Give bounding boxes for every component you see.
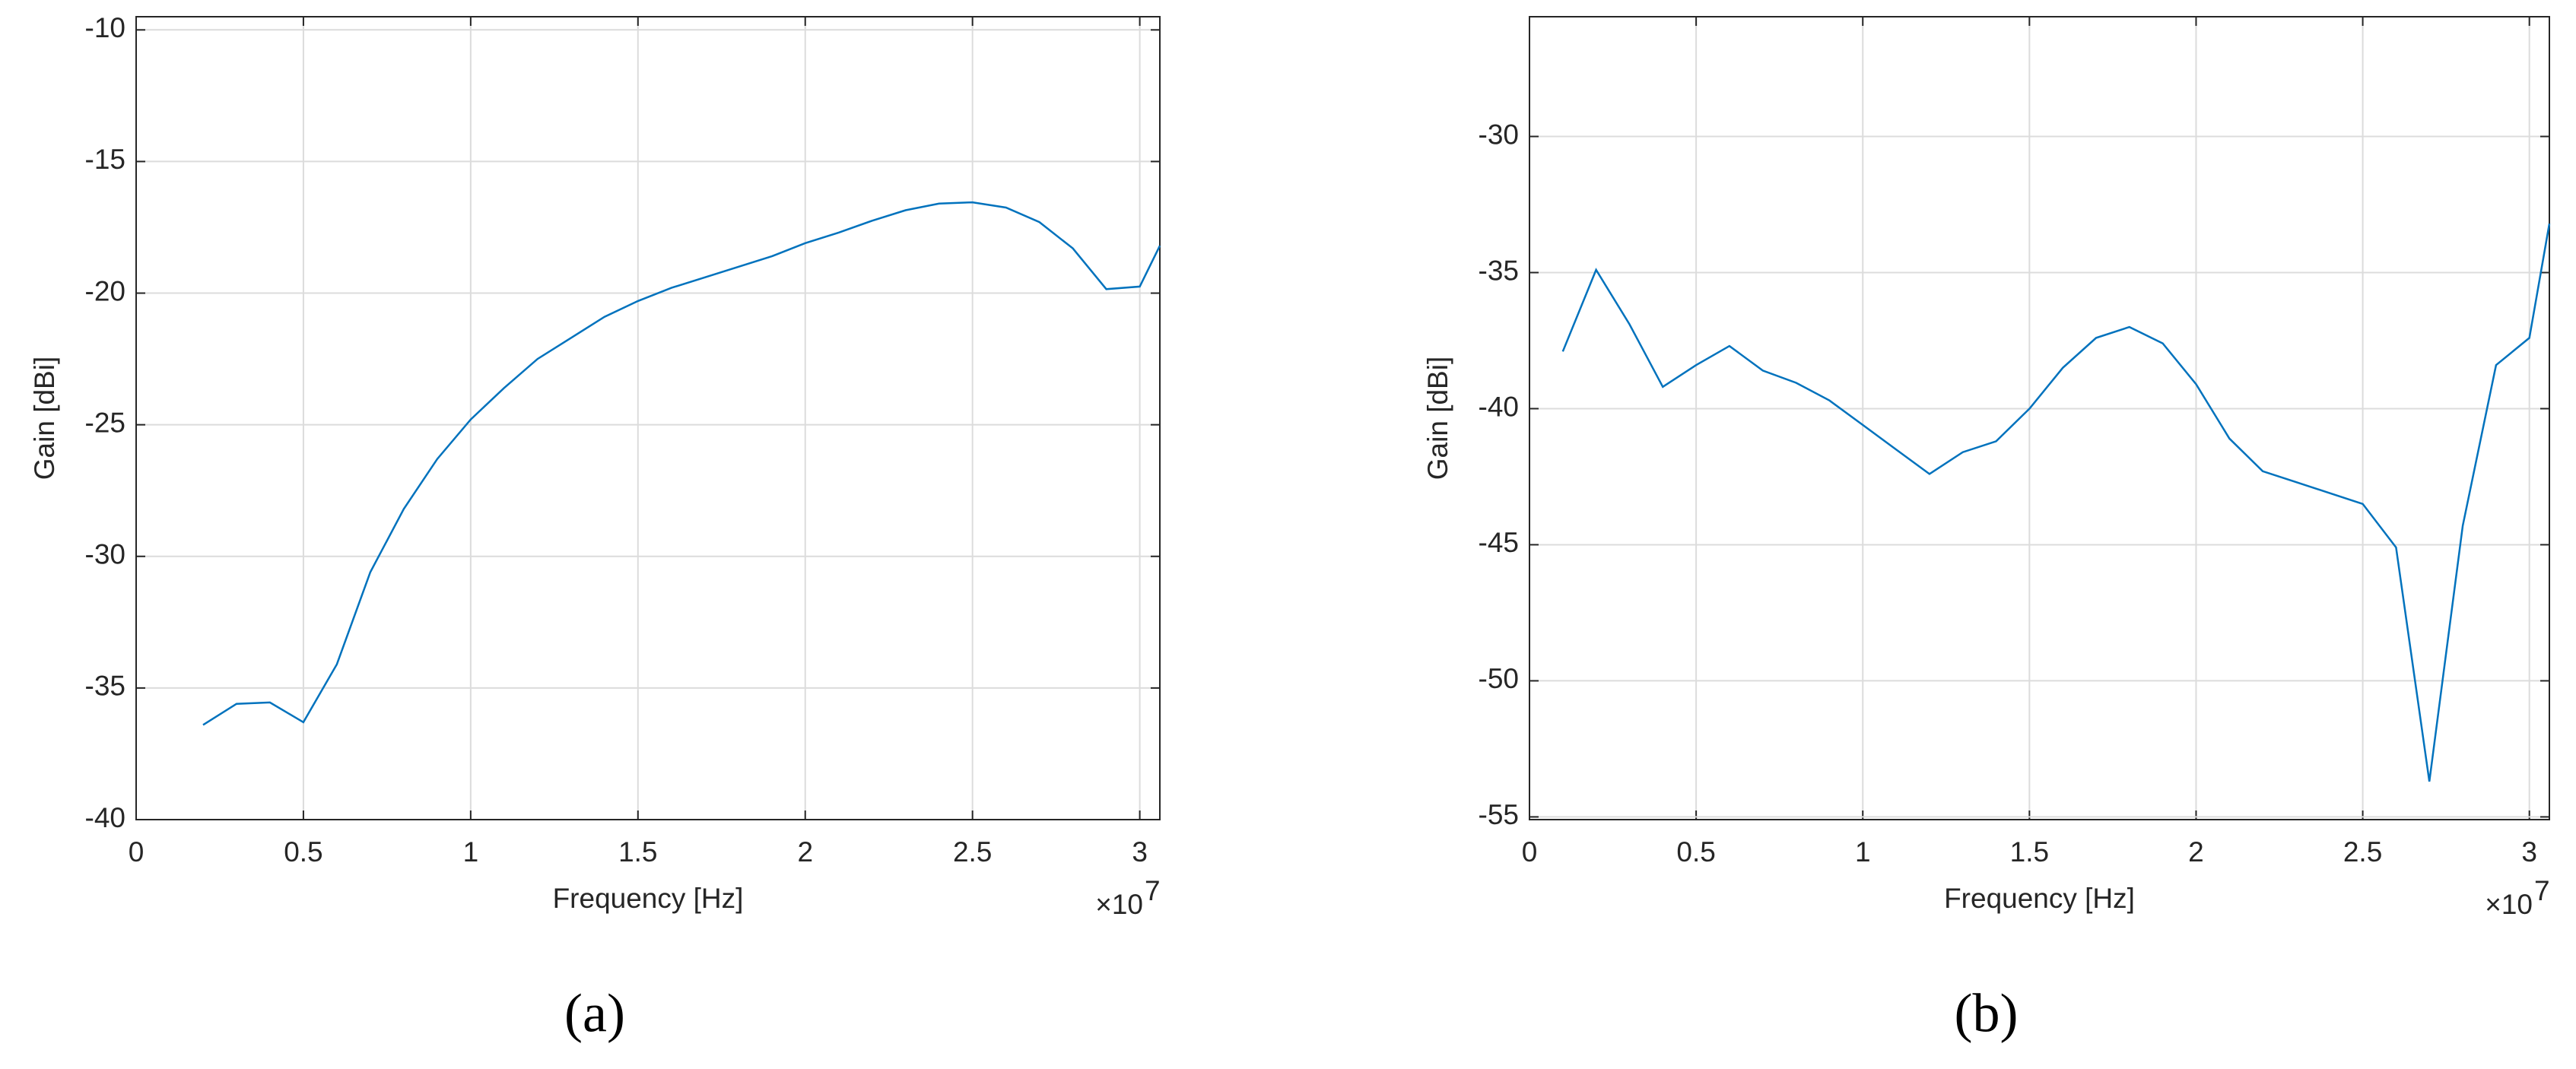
x-multiplier-base: ×10 (1095, 889, 1143, 920)
panel-label: (a) (564, 983, 625, 1044)
y-axis-label: Gain [dBi] (29, 357, 60, 480)
x-tick-label: 1 (463, 836, 479, 868)
y-tick-label: -40 (85, 802, 125, 833)
y-tick-label: -55 (1479, 799, 1519, 830)
y-tick-label: -20 (85, 275, 125, 306)
y-tick-label: -40 (1479, 391, 1519, 422)
plot-frame (1529, 16, 2550, 820)
x-tick-label: 2.5 (2343, 836, 2382, 868)
x-axis-label: Frequency [Hz] (553, 883, 744, 914)
y-tick-label: -25 (85, 407, 125, 438)
y-tick-label: -15 (85, 144, 125, 175)
x-axis-label: Frequency [Hz] (1944, 883, 2135, 914)
x-tick-label: 0.5 (284, 836, 322, 868)
x-tick-label: 1.5 (618, 836, 657, 868)
x-tick-label: 0.5 (1676, 836, 1715, 868)
x-multiplier-power: 7 (1145, 875, 1161, 906)
data-line (202, 201, 1161, 726)
x-multiplier-power: 7 (2534, 875, 2550, 906)
panel-label: (b) (1955, 983, 2019, 1044)
y-tick-label: -35 (1479, 255, 1519, 286)
x-tick-label: 0 (1522, 836, 1538, 868)
x-tick-label: 1.5 (2010, 836, 2049, 868)
y-tick-label: -45 (1479, 527, 1519, 558)
x-multiplier-base: ×10 (2485, 889, 2533, 920)
x-tick-label: 1 (1855, 836, 1871, 868)
y-tick-label: -35 (85, 671, 125, 702)
y-tick-label: -30 (85, 539, 125, 570)
y-tick-label: -50 (1479, 663, 1519, 694)
plot-frame (135, 16, 1161, 820)
x-tick-label: 2 (2188, 836, 2204, 868)
y-tick-label: -10 (85, 12, 125, 43)
x-tick-label: 0 (129, 836, 145, 868)
data-line (1561, 223, 2551, 782)
x-tick-label: 3 (2521, 836, 2537, 868)
y-axis-label: Gain [dBi] (1422, 357, 1453, 480)
y-tick-label: -30 (1479, 119, 1519, 150)
x-tick-label: 3 (1132, 836, 1148, 868)
x-tick-label: 2.5 (953, 836, 992, 868)
x-tick-label: 2 (797, 836, 813, 868)
